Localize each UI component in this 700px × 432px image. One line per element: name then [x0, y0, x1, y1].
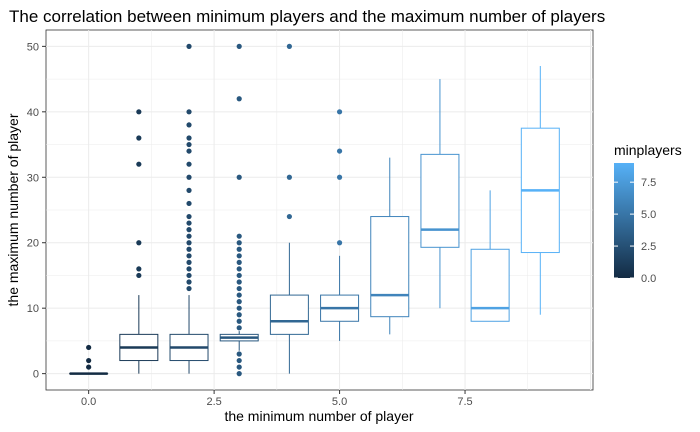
outlier-point	[236, 285, 242, 292]
outlier-point	[186, 213, 192, 220]
outlier-point	[186, 148, 192, 154]
colorbar	[614, 163, 634, 278]
box-group	[370, 157, 410, 335]
x-tick-label: 0.0	[81, 396, 96, 408]
legend-tick-label: 7.5	[641, 177, 656, 189]
outlier-point	[236, 259, 242, 265]
box-iqr	[470, 248, 510, 322]
outlier-point	[236, 325, 242, 331]
y-tick-label: 40	[27, 107, 39, 119]
box-group	[169, 43, 209, 374]
outlier-point	[186, 246, 192, 252]
outlier-point	[286, 174, 292, 180]
outlier-point	[186, 285, 192, 292]
outlier-point	[186, 109, 192, 115]
y-axis: 0 10 20 30 40 50	[27, 41, 46, 381]
outlier-point	[186, 200, 192, 207]
outlier-point	[86, 357, 92, 364]
outlier-point	[86, 364, 92, 370]
outlier-point	[186, 253, 192, 259]
x-tick-label: 7.5	[457, 396, 472, 408]
outlier-point	[336, 148, 343, 154]
outlier-point	[236, 371, 242, 377]
x-tick-label: 5.0	[332, 396, 347, 408]
outlier-point	[236, 318, 242, 324]
outlier-point	[186, 272, 192, 279]
box-iqr	[370, 216, 410, 318]
y-tick-label: 20	[27, 238, 39, 250]
outlier-point	[236, 43, 242, 49]
outlier-point	[186, 174, 192, 180]
outlier-point	[236, 364, 242, 370]
outlier-point	[186, 187, 192, 193]
legend: minplayers 0.0 2.5 5.0 7.5	[614, 142, 682, 285]
boxes-layer	[69, 43, 560, 377]
outlier-point	[186, 279, 192, 285]
outlier-point	[186, 122, 192, 128]
outlier-point	[136, 240, 142, 246]
outlier-point	[186, 259, 192, 265]
box-iqr	[420, 153, 460, 248]
outlier-point	[236, 299, 242, 305]
y-tick-label: 50	[27, 41, 39, 53]
outlier-point	[236, 305, 242, 311]
outlier-point	[236, 266, 242, 272]
x-axis-title: the minimum number of player	[224, 408, 413, 424]
box-group	[69, 344, 109, 375]
outlier-point	[236, 233, 242, 239]
outlier-point	[186, 141, 192, 148]
outlier-point	[236, 312, 242, 318]
chart-title: The correlation between minimum players …	[9, 7, 605, 26]
outlier-point	[236, 246, 242, 252]
outlier-point	[136, 161, 142, 167]
outlier-point	[236, 292, 242, 298]
outlier-point	[236, 279, 242, 285]
outlier-point	[136, 109, 142, 115]
x-tick-label: 2.5	[206, 396, 221, 408]
box-group	[520, 66, 560, 315]
outlier-point	[236, 96, 242, 102]
box-group	[320, 109, 360, 341]
outlier-point	[336, 109, 343, 115]
outlier-point	[236, 174, 242, 180]
y-tick-label: 30	[27, 172, 39, 184]
outlier-point	[236, 240, 242, 246]
outlier-point	[236, 272, 242, 279]
y-axis-title: the maximum number of player	[5, 113, 21, 306]
box-group	[420, 79, 460, 309]
legend-tick-label: 5.0	[641, 209, 656, 221]
outlier-point	[236, 357, 242, 364]
outlier-point	[186, 220, 192, 226]
box-group	[470, 190, 510, 322]
legend-ticks: 0.0 2.5 5.0 7.5	[614, 177, 656, 285]
x-axis: 0.0 2.5 5.0 7.5	[81, 390, 473, 408]
outlier-point	[136, 135, 142, 141]
outlier-point	[86, 344, 92, 351]
outlier-point	[186, 135, 192, 141]
box-group	[219, 43, 259, 377]
outlier-point	[186, 240, 192, 246]
outlier-point	[136, 272, 142, 279]
y-tick-label: 0	[33, 369, 39, 381]
legend-tick-label: 2.5	[641, 241, 656, 253]
box-iqr	[269, 294, 309, 335]
outlier-point	[236, 253, 242, 259]
outlier-point	[286, 213, 292, 220]
y-tick-label: 10	[27, 303, 39, 315]
legend-tick-label: 0.0	[641, 273, 656, 285]
outlier-point	[186, 266, 192, 272]
outlier-point	[186, 43, 192, 49]
outlier-point	[336, 174, 343, 180]
outlier-point	[186, 161, 192, 167]
legend-title: minplayers	[614, 142, 682, 158]
outlier-point	[336, 240, 343, 246]
outlier-point	[136, 266, 142, 272]
box-group	[119, 109, 159, 374]
outlier-point	[286, 43, 292, 49]
box-group	[269, 43, 309, 374]
outlier-point	[186, 233, 192, 239]
outlier-point	[236, 351, 242, 357]
outlier-point	[186, 227, 192, 233]
